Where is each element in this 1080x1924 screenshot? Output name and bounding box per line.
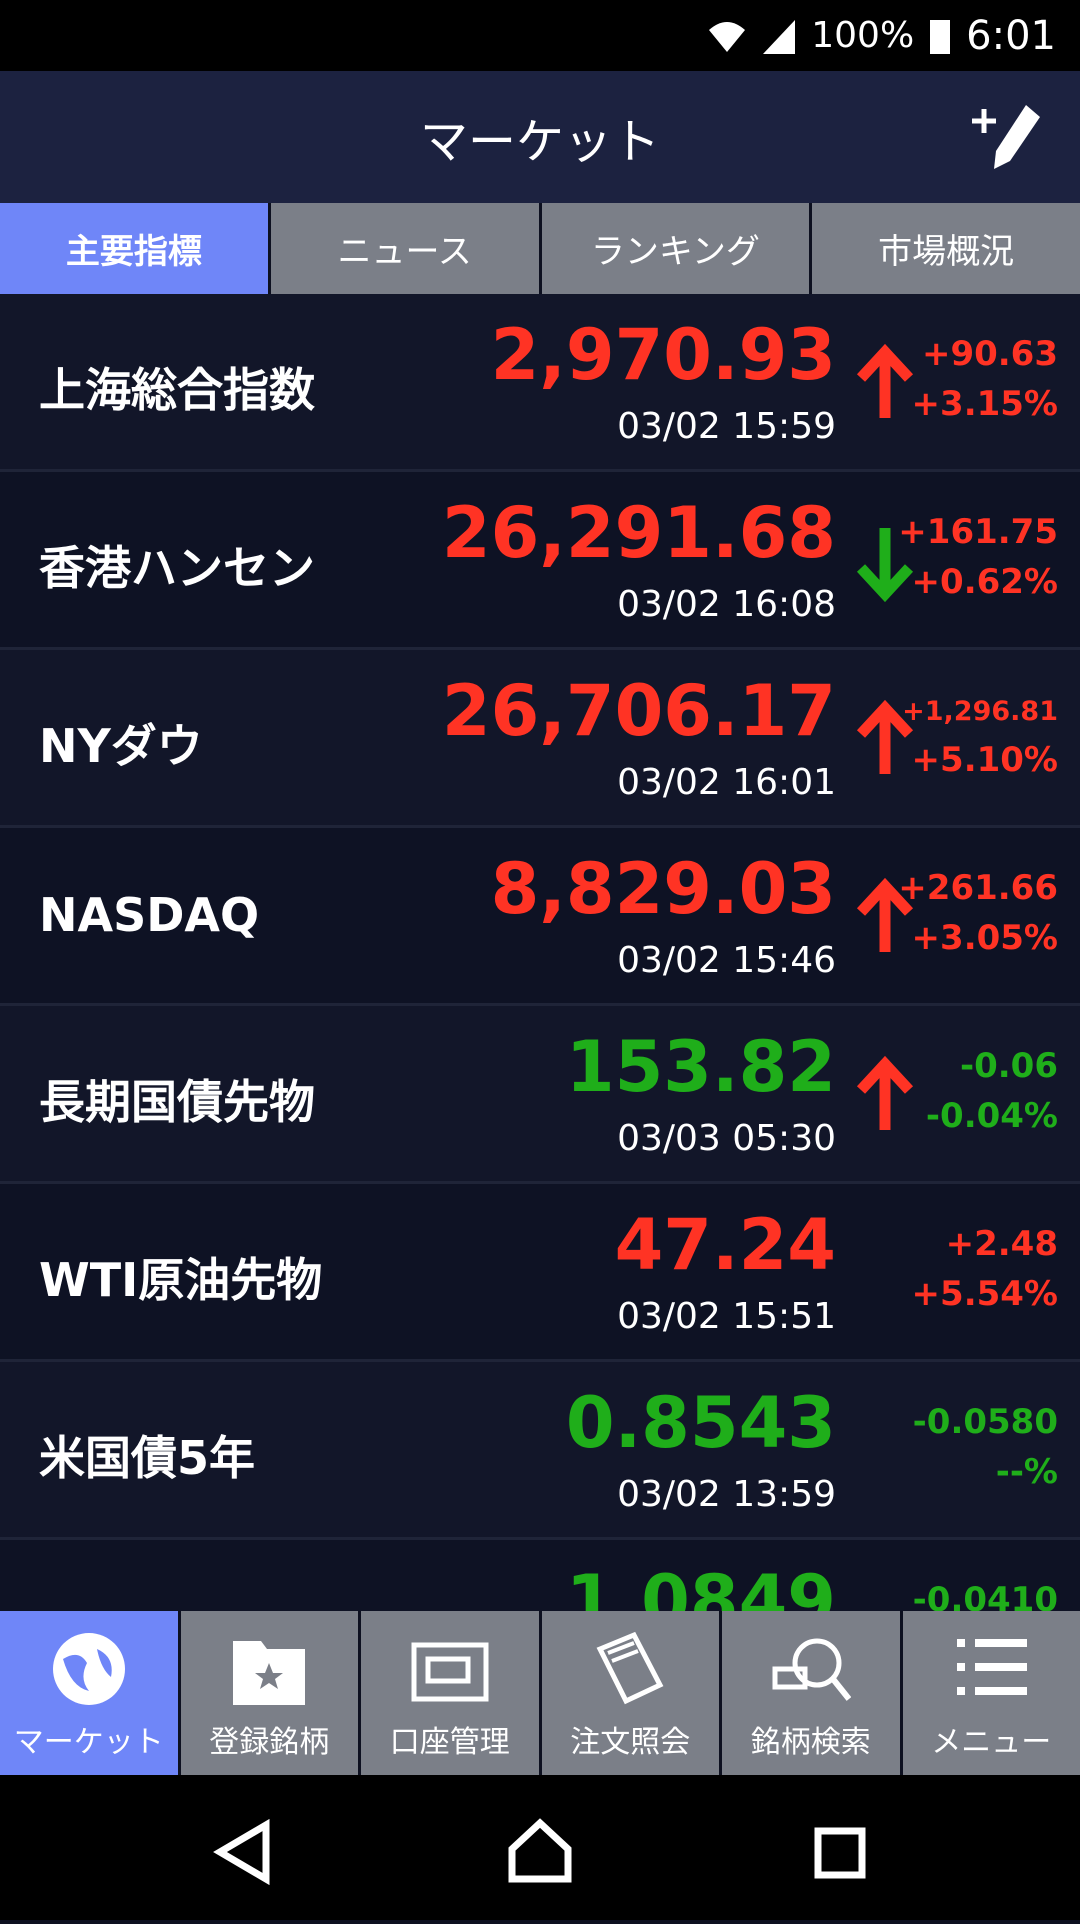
- timestamp: 03/03 05:30: [617, 1118, 836, 1159]
- arrow-shape: [861, 886, 909, 952]
- signal-icon: [761, 16, 797, 56]
- price: 153.82: [566, 1026, 836, 1108]
- timestamp: 03/02 15:59: [617, 406, 836, 447]
- arrow-up: [855, 1056, 915, 1136]
- status-bar: 100% 6:01: [0, 0, 1080, 71]
- edit-button[interactable]: [968, 99, 1044, 175]
- nav-icon: [951, 1629, 1031, 1709]
- change: -0.0410: [913, 1580, 1058, 1611]
- change: +261.66: [898, 868, 1058, 908]
- market-row[interactable]: 米国債10年 1.0849 -0.0410: [0, 1540, 1080, 1611]
- timestamp: 03/02 15:46: [617, 940, 836, 981]
- arrow-shape: [861, 528, 909, 594]
- index-name: NASDAQ: [39, 888, 259, 942]
- index-name: 米国債5年: [39, 1422, 255, 1488]
- clock: 6:01: [966, 13, 1056, 59]
- nav-item[interactable]: 登録銘柄: [181, 1611, 359, 1775]
- nav-item[interactable]: 口座管理: [361, 1611, 539, 1775]
- nav-label: マーケット: [14, 1717, 164, 1761]
- change: +161.75: [898, 512, 1058, 552]
- nav-icon: [49, 1629, 129, 1709]
- home-button[interactable]: [512, 1823, 568, 1879]
- nav-label: 注文照会: [570, 1717, 690, 1761]
- change: +1,296.81: [902, 696, 1058, 727]
- change-percent: +3.15%: [912, 384, 1058, 424]
- tab[interactable]: 市場概況: [812, 203, 1080, 294]
- arrow-shape: [861, 352, 909, 418]
- change-percent: +5.10%: [912, 740, 1058, 780]
- status-right: 100% 6:01: [707, 0, 1056, 71]
- nav-label: 銘柄検索: [751, 1717, 871, 1761]
- nav-item[interactable]: 注文照会: [542, 1611, 720, 1775]
- market-list: 上海総合指数 2,970.93 03/02 15:59 +90.63 +3.15% 香港ハ…: [0, 294, 1080, 1611]
- header-title: マーケット: [420, 102, 660, 172]
- change: +90.63: [922, 334, 1058, 374]
- change-percent: +0.62%: [912, 562, 1058, 602]
- system-buttons: [0, 1775, 1080, 1920]
- timestamp: 03/02 13:59: [617, 1474, 836, 1515]
- nav-label: 登録銘柄: [209, 1717, 329, 1761]
- tab[interactable]: ニュース: [271, 203, 539, 294]
- change: -0.0580: [913, 1402, 1058, 1442]
- market-row[interactable]: 香港ハンセン 26,291.68 03/02 16:08 +161.75 +0.62%: [0, 472, 1080, 650]
- timestamp: 03/02 16:08: [617, 584, 836, 625]
- price: 26,706.17: [442, 670, 836, 752]
- index-name: NYダウ: [39, 710, 203, 776]
- index-name: 長期国債先物: [39, 1066, 315, 1132]
- timestamp: 03/02 16:01: [617, 762, 836, 803]
- battery-icon: [928, 16, 952, 56]
- price: 26,291.68: [442, 492, 836, 574]
- nav-item[interactable]: メニュー: [903, 1611, 1080, 1775]
- index-name: 米国債10年: [39, 1600, 287, 1611]
- nav-item[interactable]: マーケット: [0, 1611, 178, 1775]
- change: +2.48: [946, 1224, 1058, 1264]
- arrow-shape: [861, 1064, 909, 1130]
- price: 0.8543: [566, 1382, 836, 1464]
- change-percent: --%: [996, 1452, 1058, 1492]
- nav-icon: [229, 1629, 309, 1709]
- change-percent: -0.04%: [926, 1096, 1058, 1136]
- tab[interactable]: 主要指標: [0, 203, 268, 294]
- market-row[interactable]: 長期国債先物 153.82 03/03 05:30 -0.06 -0.04%: [0, 1006, 1080, 1184]
- arrow-up: [855, 700, 915, 780]
- bottom-nav: マーケット 登録銘柄 口座管理 注文照会 銘柄検索 メニュー: [0, 1611, 1080, 1775]
- back-button[interactable]: [220, 1825, 266, 1879]
- index-name: 香港ハンセン: [39, 532, 315, 598]
- app-header: マーケット: [0, 71, 1080, 203]
- timestamp: 03/02 15:51: [617, 1296, 836, 1337]
- battery-level: 100%: [811, 15, 914, 56]
- nav-label: メニュー: [931, 1717, 1051, 1761]
- market-row[interactable]: NYダウ 26,706.17 03/02 16:01 +1,296.81 +5.10%: [0, 650, 1080, 828]
- tab[interactable]: ランキング: [542, 203, 810, 294]
- price: 1.0849: [566, 1560, 836, 1611]
- arrow-up: [855, 878, 915, 958]
- recents-button[interactable]: [818, 1831, 862, 1875]
- price: 2,970.93: [491, 314, 836, 396]
- arrow-down: [855, 522, 915, 602]
- market-row[interactable]: 米国債5年 0.8543 03/02 13:59 -0.0580 --%: [0, 1362, 1080, 1540]
- change: -0.06: [960, 1046, 1058, 1086]
- price: 8,829.03: [491, 848, 836, 930]
- nav-label: 口座管理: [390, 1717, 510, 1761]
- change-percent: +5.54%: [912, 1274, 1058, 1314]
- wifi-icon: [707, 16, 747, 56]
- system-nav: [0, 1775, 1080, 1920]
- market-row[interactable]: 上海総合指数 2,970.93 03/02 15:59 +90.63 +3.15%: [0, 294, 1080, 472]
- nav-icon: [771, 1629, 851, 1709]
- nav-item[interactable]: 銘柄検索: [722, 1611, 900, 1775]
- price: 47.24: [615, 1204, 836, 1286]
- tab-bar: 主要指標ニュースランキング市場概況: [0, 203, 1080, 294]
- market-row[interactable]: WTI原油先物 47.24 03/02 15:51 +2.48 +5.54%: [0, 1184, 1080, 1362]
- index-name: WTI原油先物: [39, 1244, 322, 1310]
- market-row[interactable]: NASDAQ 8,829.03 03/02 15:46 +261.66 +3.05%: [0, 828, 1080, 1006]
- index-name: 上海総合指数: [39, 354, 315, 420]
- arrow-up: [855, 344, 915, 424]
- nav-icon: [590, 1629, 670, 1709]
- change-percent: +3.05%: [912, 918, 1058, 958]
- nav-icon: [410, 1629, 490, 1709]
- arrow-shape: [861, 708, 909, 774]
